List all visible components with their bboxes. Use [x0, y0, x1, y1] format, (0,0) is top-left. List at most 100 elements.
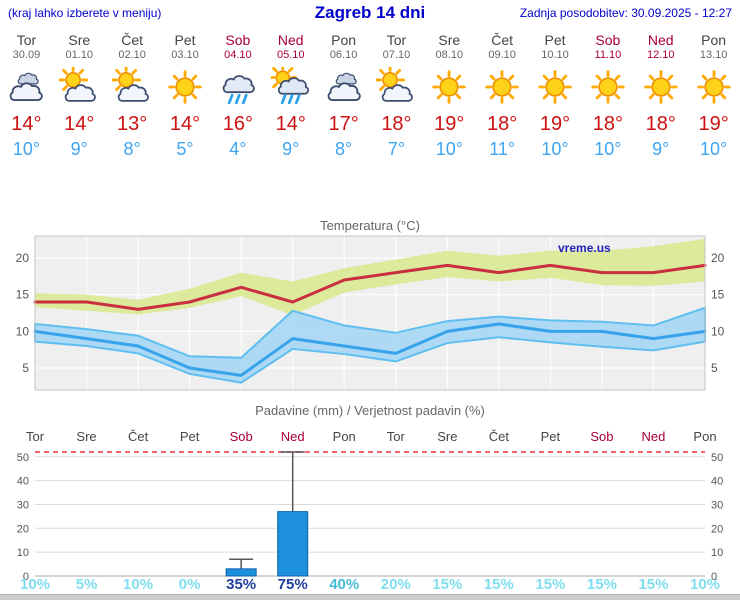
day-column[interactable]: Tor 30.09 14° 10°: [0, 28, 53, 160]
day-column[interactable]: Čet 02.10 13° 8°: [106, 28, 159, 160]
weather-icon-sunny: [423, 62, 476, 112]
day-date: 09.10: [488, 49, 516, 61]
precip-probability: 75%: [278, 576, 308, 593]
day-column[interactable]: Ned 05.10 14° 9°: [264, 28, 317, 160]
weather-icon-cloudy: [317, 62, 370, 112]
day-column[interactable]: Sob 11.10 18° 10°: [581, 28, 634, 160]
day-high-temp: 14°: [275, 113, 306, 135]
precip-bar: [277, 511, 309, 577]
temp-ytick-left: 20: [16, 251, 30, 265]
day-name: Pon: [701, 32, 727, 48]
weather-icon-sunny: [581, 62, 634, 112]
location-menu-hint: (kraj lahko izberete v meniju): [8, 6, 162, 20]
day-low-temp: 10°: [435, 139, 463, 159]
day-high-temp: 19°: [698, 113, 729, 135]
day-low-temp: 8°: [334, 139, 353, 159]
day-high-temp: 18°: [592, 113, 623, 135]
precip-day-label: Pet: [541, 429, 561, 444]
weather-icon-rain-sun: [264, 62, 317, 112]
last-updated: Zadnja posodobitev: 30.09.2025 - 12:27: [519, 6, 732, 20]
day-date: 05.10: [276, 49, 305, 61]
day-column[interactable]: Sre 01.10 14° 9°: [53, 28, 106, 160]
precip-probability: 10%: [20, 576, 50, 593]
day-low-temp: 7°: [387, 139, 406, 159]
day-low-temp: 10°: [699, 139, 728, 159]
weather-icon-cloudy: [0, 62, 53, 112]
day-low-temp: 10°: [594, 139, 622, 159]
page-title: Zagreb 14 dni: [314, 3, 426, 22]
day-date: 10.10: [541, 49, 569, 61]
day-name: Sob: [225, 32, 251, 48]
precip-ytick-left: 10: [17, 547, 29, 559]
precip-ytick-right: 50: [711, 452, 723, 464]
day-high-temp: 13°: [117, 113, 148, 135]
day-low-temp: 9°: [652, 139, 670, 159]
day-high-temp: 14°: [64, 113, 95, 135]
precip-day-label: Čet: [489, 429, 510, 444]
day-column[interactable]: Tor 07.10 18° 7°: [370, 28, 423, 160]
precip-probability: 15%: [432, 576, 462, 593]
horizontal-scrollbar[interactable]: [0, 594, 740, 600]
tmin-line: [33, 322, 707, 377]
precip-bar: [225, 568, 257, 577]
precip-probability: 10%: [123, 576, 153, 593]
day-low-temp: 5°: [176, 139, 194, 159]
precip-probability: 15%: [638, 576, 668, 593]
day-column[interactable]: Pon 06.10 17° 8°: [317, 28, 370, 160]
weather-icon-partly-cloudy: [106, 62, 159, 112]
day-name: Ned: [277, 32, 304, 48]
temp-ytick-right: 15: [711, 288, 725, 302]
day-name: Pet: [174, 32, 196, 48]
day-name: Čet: [121, 32, 144, 48]
day-name: Pet: [544, 32, 566, 48]
precip-probability: 15%: [587, 576, 617, 593]
day-column[interactable]: Čet 09.10 18° 11°: [476, 28, 529, 160]
precipitation-chart: Tor Sre Čet Pet Sob Ned Pon Tor Sre Čet Pet Sob Ned P…: [17, 429, 724, 593]
day-name: Ned: [647, 32, 674, 48]
precip-day-label: Ned: [281, 429, 305, 444]
day-high-temp: 14°: [11, 113, 42, 135]
day-column[interactable]: Pet 03.10 14° 5°: [159, 28, 212, 160]
day-high-temp: 18°: [645, 113, 676, 135]
day-date: 30.09: [12, 49, 41, 61]
day-high-temp: 19°: [539, 113, 571, 135]
precip-day-label: Pon: [333, 429, 356, 444]
day-high-temp: 18°: [487, 113, 518, 135]
precip-ytick-right: 10: [711, 547, 723, 559]
day-date: 01.10: [65, 49, 94, 61]
temp-ytick-right: 5: [711, 361, 718, 375]
day-column[interactable]: Sob 04.10 16° 4°: [211, 28, 264, 160]
precip-probability: 5%: [76, 576, 98, 593]
precip-day-label: Sre: [76, 429, 96, 444]
precip-probability: 35%: [226, 576, 256, 593]
tmax-line: [33, 263, 707, 311]
day-name: Čet: [491, 32, 514, 48]
day-low-temp: 8°: [123, 139, 141, 159]
weather-icon-partly-cloudy: [53, 62, 106, 112]
day-column[interactable]: Pon 13.10 19° 10°: [687, 28, 740, 160]
precip-probability: 20%: [381, 576, 411, 593]
watermark: vreme.us: [558, 241, 611, 255]
precip-ytick-right: 40: [711, 476, 723, 488]
temp-ytick-right: 10: [711, 324, 725, 338]
day-date: 02.10: [118, 49, 146, 61]
precip-chart-title: Padavine (mm) / Verjetnost padavin (%): [255, 403, 485, 418]
day-high-temp: 17°: [328, 113, 359, 135]
day-date: 07.10: [382, 49, 411, 61]
day-column[interactable]: Ned 12.10 18° 9°: [634, 28, 687, 160]
precip-day-label: Sob: [590, 429, 613, 444]
day-date: 08.10: [435, 49, 464, 61]
day-low-temp: 9°: [70, 139, 88, 159]
day-low-temp: 11°: [489, 139, 516, 159]
day-date: 03.10: [171, 49, 199, 61]
day-column[interactable]: Pet 10.10 19° 10°: [529, 28, 582, 160]
day-column[interactable]: Sre 08.10 19° 10°: [423, 28, 476, 160]
precip-probability: 15%: [484, 576, 514, 593]
precip-day-label: Tor: [387, 429, 406, 444]
temperature-chart-title: Temperatura (°C): [320, 218, 420, 233]
day-date: 12.10: [646, 49, 675, 61]
day-low-temp: 10°: [541, 139, 569, 159]
day-strip: Tor 30.09 14° 10° Sre 01.10 14° 9° Čet 02.10 13° 8°…: [0, 28, 740, 160]
precip-day-label: Ned: [642, 429, 666, 444]
temp-ytick-right: 20: [711, 251, 725, 265]
